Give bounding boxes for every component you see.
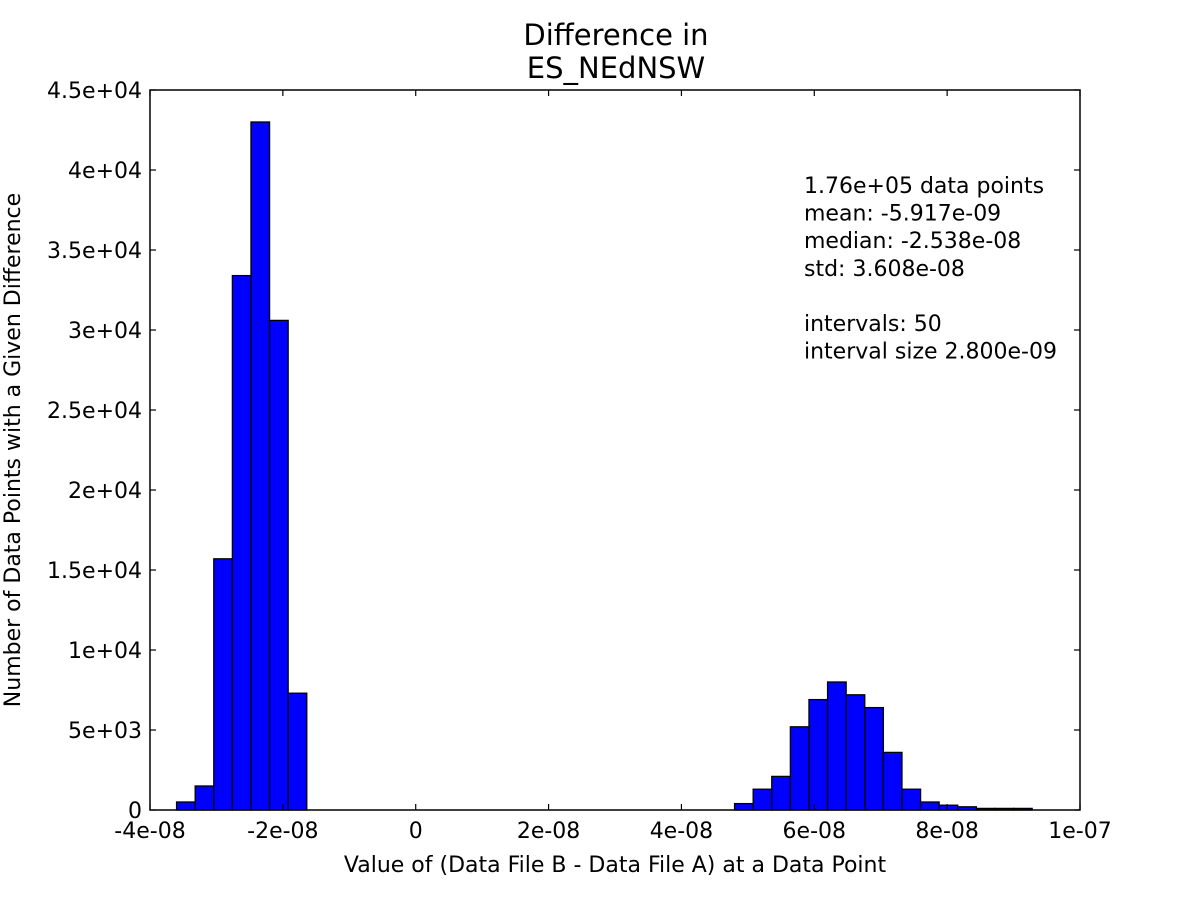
stats-line: 1.76e+05 data points [804, 174, 1044, 199]
stats-line: intervals: 50 [804, 312, 942, 337]
x-tick-label: 4e-08 [650, 819, 713, 844]
stats-line: std: 3.608e-08 [804, 257, 965, 282]
chart-title-line-1: Difference in [523, 18, 708, 52]
histogram-bar [771, 775, 792, 811]
x-tick-label: -4e-08 [114, 819, 185, 844]
x-tick-label: -2e-08 [247, 819, 318, 844]
x-tick-label: 0 [409, 819, 423, 844]
y-tick-label: 1e+04 [68, 639, 142, 664]
x-tick-labels: -4e-08 -2e-08 0 2e-08 4e-08 6e-08 8e-08 1e-07 [114, 819, 1111, 844]
y-tick-label: 1.5e+04 [47, 559, 142, 584]
histogram-bar [733, 802, 754, 811]
y-tick-label: 3e+04 [68, 319, 142, 344]
histogram-bar [752, 788, 773, 811]
x-tick-label: 2e-08 [517, 819, 580, 844]
stats-line: median: -2.538e-08 [804, 229, 1021, 254]
histogram-bar [901, 788, 922, 811]
chart-title-line-2: ES_NEdNSW [527, 51, 705, 85]
histogram-bar [845, 694, 866, 811]
y-tick-label: 4e+04 [68, 159, 142, 184]
x-tick-label: 1e-07 [1048, 819, 1111, 844]
histogram-bar [175, 801, 196, 811]
stats-annotation: 1.76e+05 data points mean: -5.917e-09medi… [804, 174, 1057, 365]
y-tick-label: 2e+04 [68, 479, 142, 504]
histogram-bars [175, 121, 1033, 811]
x-axis-label: Value of (Data File B - Data File A) at … [344, 853, 887, 878]
y-tick-label: 0 [128, 799, 142, 824]
histogram-bar [789, 726, 810, 811]
histogram-bar [882, 751, 903, 811]
stats-line: mean: -5.917e-09 [804, 202, 1001, 227]
histogram-bar [864, 706, 885, 811]
histogram-bar [287, 692, 308, 811]
y-tick-label: 4.5e+04 [47, 79, 142, 104]
histogram-bar [826, 681, 847, 811]
stats-line: interval size 2.800e-09 [804, 340, 1057, 365]
y-tick-label: 2.5e+04 [47, 399, 142, 424]
y-axis-label: Number of Data Points with a Given Diffe… [1, 193, 26, 707]
histogram-bar [231, 274, 252, 811]
histogram-bar [194, 785, 215, 811]
plot-frame [149, 89, 1081, 811]
y-tick-label: 3.5e+04 [47, 239, 142, 264]
y-tick-labels: 0 5e+03 1e+04 1.5e+04 2e+04 2.5e+04 3e+04 3.5e+… [47, 79, 142, 824]
histogram-bar [213, 558, 234, 811]
y-tick-label: 5e+03 [68, 719, 142, 744]
histogram-bar [919, 801, 940, 811]
histogram-bar [268, 319, 289, 811]
x-tick-label: 6e-08 [783, 819, 846, 844]
histogram-bar [808, 698, 829, 811]
histogram-bar [250, 121, 271, 811]
x-tick-label: 8e-08 [915, 819, 978, 844]
